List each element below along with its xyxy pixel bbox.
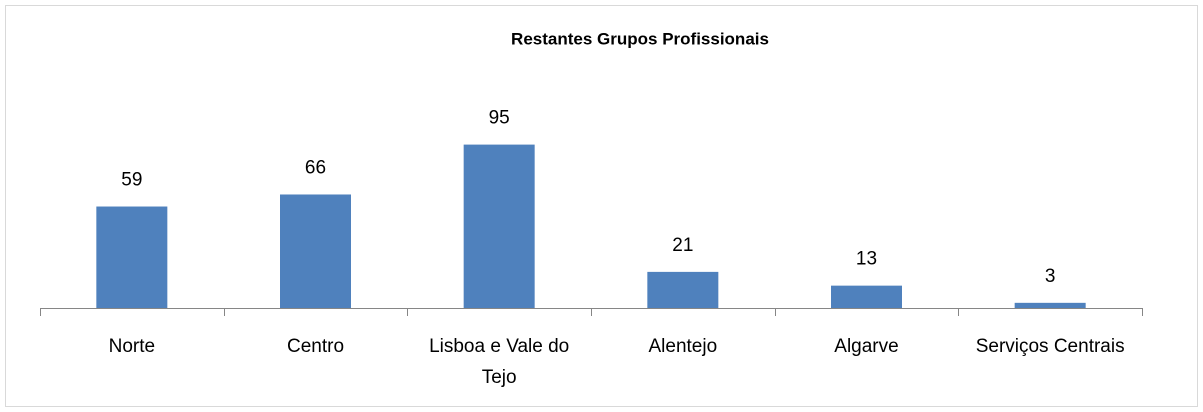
bar	[280, 194, 351, 308]
chart-title: Restantes Grupos Profissionais	[511, 29, 769, 48]
x-tick-label: Norte	[108, 336, 156, 357]
bar	[1014, 302, 1086, 308]
x-tick-label: Centro	[286, 336, 345, 357]
chart-frame	[5, 5, 1198, 407]
data-label: 66	[305, 157, 326, 178]
data-label: 59	[121, 170, 142, 191]
x-tick-label: Algarve	[834, 336, 899, 357]
x-tick-label: Alentejo	[648, 336, 718, 357]
bar	[647, 271, 719, 308]
bar	[96, 206, 168, 308]
x-tick-label: Serviços Centrais	[975, 336, 1125, 357]
data-label: 95	[489, 108, 510, 129]
bar	[463, 144, 535, 308]
x-tick-label: Lisboa e Vale do Tejo	[429, 336, 570, 388]
data-label: 3	[1045, 266, 1056, 287]
data-label: 13	[856, 249, 877, 270]
bar	[831, 285, 902, 308]
data-label: 21	[672, 235, 693, 256]
